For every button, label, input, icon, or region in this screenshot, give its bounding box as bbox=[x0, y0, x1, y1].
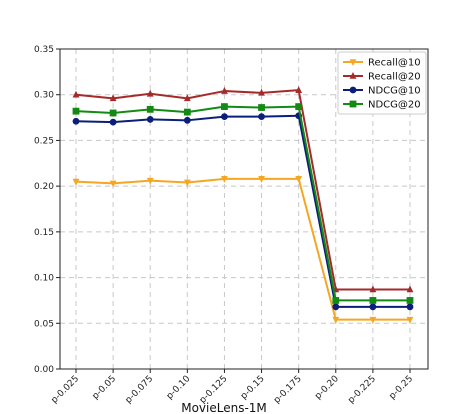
data-point-ndcg-20 bbox=[72, 107, 80, 115]
y-tick-label: 0.35 bbox=[34, 45, 54, 55]
data-point-recall-10 bbox=[72, 178, 80, 186]
data-point-ndcg-20 bbox=[109, 109, 117, 117]
series-ndcg-20 bbox=[72, 103, 414, 304]
data-point-recall-10 bbox=[295, 176, 303, 183]
x-axis-label: MovieLens-1M bbox=[181, 401, 267, 414]
y-tick-label: 0.15 bbox=[34, 228, 54, 238]
y-tick-label: 0.10 bbox=[34, 274, 54, 284]
legend-box bbox=[337, 51, 427, 115]
data-point-recall-10 bbox=[146, 177, 154, 185]
data-point-ndcg-20 bbox=[258, 104, 265, 111]
data-point-ndcg-10 bbox=[332, 303, 340, 311]
data-point-recall-10 bbox=[369, 316, 377, 324]
data-point-ndcg-10 bbox=[406, 303, 414, 311]
y-tick-label: 0.05 bbox=[34, 319, 54, 329]
data-point-recall-10 bbox=[406, 316, 414, 324]
data-point-recall-20 bbox=[369, 285, 377, 293]
data-point-ndcg-20 bbox=[183, 108, 191, 116]
data-point-recall-20 bbox=[146, 89, 154, 97]
y-tick-label: 0.30 bbox=[34, 91, 54, 101]
data-point-recall-20 bbox=[406, 285, 414, 293]
y-axis: 0.00 0.05 0.10 0.15 0.20 0.25 0.30 0.35 bbox=[34, 45, 60, 375]
y-tick-label: 0.20 bbox=[34, 182, 54, 192]
data-point-ndcg-10 bbox=[72, 117, 80, 125]
data-point-recall-20 bbox=[295, 86, 303, 93]
series-line-ndcg-10 bbox=[75, 114, 410, 308]
data-point-ndcg-10 bbox=[183, 116, 191, 124]
legend-swatch-marker bbox=[349, 59, 357, 66]
legend-item-ndcg-20: NDCG@20 bbox=[343, 100, 421, 111]
legend-swatch-marker bbox=[349, 86, 357, 94]
legend-label: NDCG@10 bbox=[368, 86, 421, 97]
data-point-ndcg-20 bbox=[295, 103, 303, 110]
series-line-recall-20 bbox=[75, 89, 410, 291]
legend: Recall@10 Recall@20 NDCG@10 NDCG@20 bbox=[337, 51, 427, 115]
legend-label: Recall@10 bbox=[368, 58, 421, 69]
data-point-ndcg-20 bbox=[146, 105, 154, 113]
data-point-recall-10 bbox=[332, 316, 340, 324]
series-group bbox=[72, 86, 414, 324]
series-recall-20 bbox=[72, 86, 414, 293]
legend-swatch-marker bbox=[349, 72, 357, 79]
series-line-recall-10 bbox=[75, 177, 410, 321]
data-point-ndcg-20 bbox=[406, 297, 414, 304]
legend-label: Recall@20 bbox=[368, 72, 421, 83]
data-point-recall-10 bbox=[258, 176, 265, 183]
data-point-recall-20 bbox=[109, 94, 117, 102]
data-point-recall-20 bbox=[258, 88, 265, 96]
data-point-ndcg-10 bbox=[109, 118, 117, 126]
legend-item-recall-20: Recall@20 bbox=[343, 72, 421, 83]
data-point-ndcg-10 bbox=[369, 303, 377, 311]
legend-item-ndcg-10: NDCG@10 bbox=[343, 86, 421, 97]
data-point-ndcg-20 bbox=[369, 297, 377, 304]
data-point-ndcg-20 bbox=[332, 297, 340, 304]
data-point-recall-20 bbox=[72, 90, 80, 98]
data-point-ndcg-10 bbox=[221, 113, 228, 121]
series-recall-10 bbox=[72, 176, 414, 324]
data-point-ndcg-10 bbox=[146, 116, 154, 123]
legend-label: NDCG@20 bbox=[368, 100, 421, 111]
legend-swatch-marker bbox=[349, 100, 357, 108]
y-tick-label: 0.25 bbox=[34, 136, 54, 146]
data-point-recall-20 bbox=[183, 94, 191, 102]
legend-item-recall-10: Recall@10 bbox=[343, 58, 421, 69]
data-point-recall-10 bbox=[221, 176, 228, 183]
data-point-ndcg-10 bbox=[258, 113, 265, 121]
data-point-recall-20 bbox=[221, 87, 228, 94]
data-point-recall-10 bbox=[109, 180, 117, 188]
y-tick-label: 0.00 bbox=[34, 365, 54, 375]
data-point-recall-10 bbox=[183, 179, 191, 187]
series-line-ndcg-20 bbox=[75, 105, 410, 302]
data-point-ndcg-20 bbox=[221, 103, 228, 110]
plot-frame bbox=[59, 48, 429, 370]
